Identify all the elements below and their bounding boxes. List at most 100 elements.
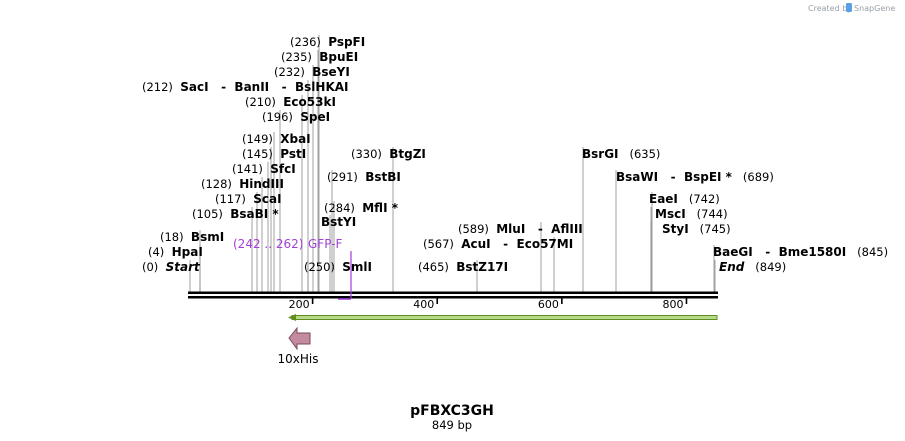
- site-position: (105): [192, 207, 230, 221]
- site-name: SpeI: [300, 110, 330, 124]
- site-name: BstBI: [365, 170, 401, 184]
- site-position: (236): [290, 35, 328, 49]
- restriction-site-label[interactable]: (4) HpaI: [148, 245, 203, 259]
- restriction-site-label[interactable]: (105) BsaBI *: [192, 207, 279, 221]
- restriction-site-label[interactable]: (284) MflI *: [324, 201, 399, 215]
- ruler-tick-label: 400: [413, 298, 434, 311]
- map-length: 849 bp: [432, 418, 472, 432]
- site-position: (128): [201, 177, 239, 191]
- ruler-ticks: 200 400 600 800: [289, 298, 688, 311]
- site-position: (145): [242, 147, 280, 161]
- site-name: BaeGI - Bme1580I: [713, 245, 846, 259]
- restriction-site-label[interactable]: (330) BtgZI: [351, 147, 426, 161]
- site-position: (149): [242, 132, 280, 146]
- site-position: (210): [245, 95, 283, 109]
- green-feature-bar: [291, 315, 718, 320]
- site-name: HindIII: [239, 177, 284, 191]
- restriction-site-label[interactable]: (235) BpuEI: [281, 50, 358, 64]
- site-name: BpuEI: [319, 50, 358, 64]
- site-position: (635): [619, 147, 661, 161]
- map-title: pFBXC3GH: [410, 403, 494, 419]
- backbone-bottom: [188, 296, 718, 299]
- credit-brand: SnapGene: [854, 4, 895, 13]
- site-leader-lines: [189, 35, 716, 292]
- ruler-tick-label: 200: [289, 298, 310, 311]
- snapgene-icon: [846, 3, 852, 12]
- restriction-site-label[interactable]: BaeGI - Bme1580I (845): [713, 245, 888, 259]
- site-name: BseYI: [312, 65, 350, 79]
- restriction-site-label[interactable]: EaeI (742): [649, 192, 720, 206]
- restriction-site-label[interactable]: (567) AcuI - Eco57MI: [423, 237, 573, 251]
- site-name: PstI: [280, 147, 306, 161]
- site-position: (689): [732, 170, 774, 184]
- site-position: (291): [327, 170, 365, 184]
- site-position: (212): [142, 80, 180, 94]
- site-position: (117): [215, 192, 253, 206]
- site-name: BsmI: [191, 230, 224, 244]
- site-position: (284): [324, 201, 362, 215]
- site-name: BstYI: [321, 215, 356, 229]
- site-position: (589): [458, 222, 496, 236]
- site-name: MluI - AflIII: [496, 222, 583, 236]
- restriction-site-label[interactable]: (232) BseYI: [274, 65, 350, 79]
- restriction-site-label[interactable]: (196) SpeI: [262, 110, 330, 124]
- backbone-top: [188, 291, 718, 294]
- restriction-site-label[interactable]: (291) BstBI: [327, 170, 401, 184]
- site-position: (744): [686, 207, 728, 221]
- restriction-site-label[interactable]: BsaWI - BspEI * (689): [616, 170, 774, 184]
- site-name: EaeI: [649, 192, 678, 206]
- site-position: (196): [262, 110, 300, 124]
- restriction-site-label[interactable]: (117) ScaI: [215, 192, 282, 206]
- restriction-site-label[interactable]: (210) Eco53kI: [245, 95, 336, 109]
- site-position: (141): [232, 162, 270, 176]
- site-name: End: [719, 260, 745, 274]
- site-name: MscI: [655, 207, 686, 221]
- restriction-site-label[interactable]: (128) HindIII: [201, 177, 284, 191]
- restriction-site-label[interactable]: (145) PstI: [242, 147, 306, 161]
- site-position: (849): [744, 260, 786, 274]
- site-name: MflI *: [362, 201, 398, 215]
- primer-name: GFP-F: [308, 237, 343, 251]
- restriction-site-label[interactable]: (141) SfcI: [232, 162, 296, 176]
- site-position: (567): [423, 237, 461, 251]
- restriction-site-label[interactable]: End (849): [719, 260, 786, 274]
- restriction-site-label[interactable]: (0) Start: [142, 260, 201, 274]
- site-name: Eco53kI: [283, 95, 336, 109]
- site-position: (0): [142, 260, 166, 274]
- restriction-site-label[interactable]: (18) BsmI: [160, 230, 224, 244]
- site-labels: (0) Start(4) HpaI(18) BsmI(105) BsaBI *(…: [142, 35, 888, 274]
- site-position: (235): [281, 50, 319, 64]
- site-name: BsrGI: [582, 147, 619, 161]
- site-name: BtgZI: [389, 147, 426, 161]
- restriction-site-label[interactable]: (149) XbaI: [242, 132, 311, 146]
- restriction-site-label[interactable]: (589) MluI - AflIII: [458, 222, 583, 236]
- site-position: (330): [351, 147, 389, 161]
- credit-prefix: Created by: [808, 4, 852, 13]
- site-name: XbaI: [280, 132, 310, 146]
- site-name: Start: [166, 260, 201, 274]
- his-tag-arrow-icon: [288, 326, 311, 351]
- restriction-site-label[interactable]: StyI (745): [662, 222, 731, 236]
- site-position: (465): [418, 260, 456, 274]
- restriction-site-label[interactable]: BstYI: [321, 215, 356, 229]
- green-feature-arrow: [288, 314, 296, 321]
- restriction-site-label[interactable]: (236) PspFI: [290, 35, 365, 49]
- restriction-site-label[interactable]: (465) BstZ17I: [418, 260, 508, 274]
- site-name: SmlI: [342, 260, 372, 274]
- site-name: PspFI: [328, 35, 365, 49]
- site-name: HpaI: [172, 245, 203, 259]
- site-position: (745): [689, 222, 731, 236]
- restriction-site-label[interactable]: (212) SacI - BanII - BslHKAI: [142, 80, 349, 94]
- site-name: AcuI - Eco57MI: [461, 237, 573, 251]
- restriction-site-label[interactable]: (250) SmlI: [304, 260, 372, 274]
- site-position: (250): [304, 260, 342, 274]
- restriction-site-label[interactable]: MscI (744): [655, 207, 728, 221]
- feature-label: 10xHis: [278, 352, 319, 366]
- site-position: (232): [274, 65, 312, 79]
- primer-range: (242 .. 262): [233, 237, 303, 251]
- site-position: (742): [678, 192, 720, 206]
- site-name: SfcI: [270, 162, 295, 176]
- site-name: ScaI: [253, 192, 281, 206]
- restriction-site-label[interactable]: BsrGI (635): [582, 147, 660, 161]
